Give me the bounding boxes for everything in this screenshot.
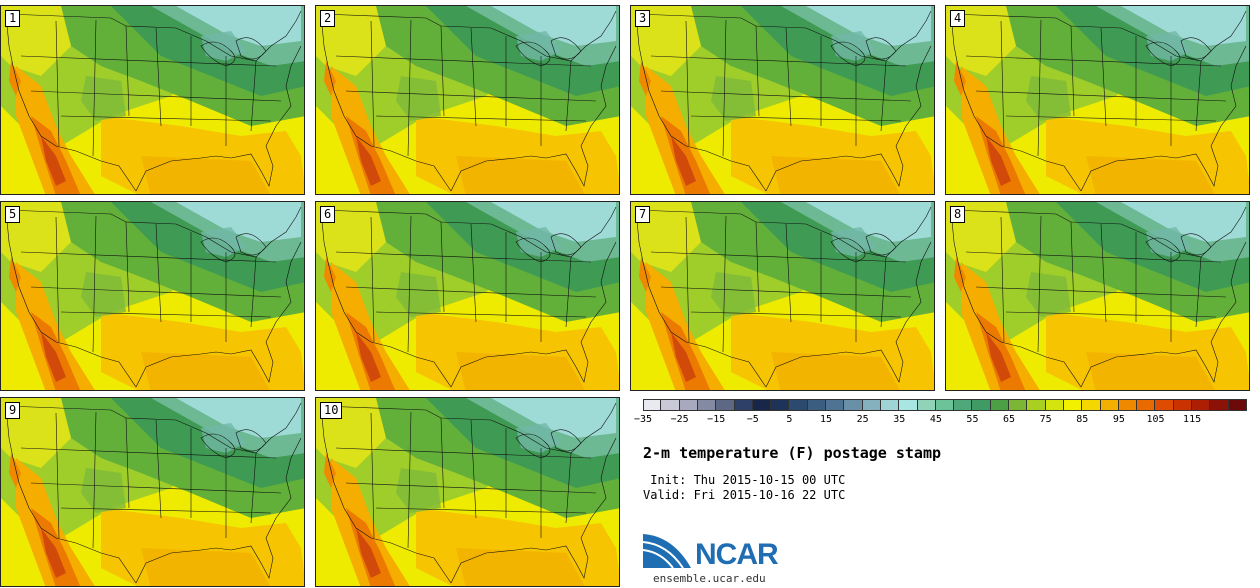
map-panel-7: 7: [630, 201, 935, 391]
colorbar-swatch: [1009, 399, 1028, 411]
temperature-map: [946, 6, 1249, 194]
colorbar-tick-label: 35: [893, 414, 906, 425]
temperature-map: [1, 6, 304, 194]
map-panel-10: 10: [315, 397, 620, 587]
valid-time: Valid: Fri 2015-10-16 22 UTC: [643, 488, 846, 502]
ncar-swoosh-icon: [642, 534, 691, 569]
colorbar-tick-label: 15: [819, 414, 833, 425]
temperature-map: [316, 6, 619, 194]
colorbar-tick-label: 105: [1146, 414, 1165, 425]
colorbar-swatch: [1082, 399, 1101, 411]
colorbar-tick-label: −15: [707, 414, 726, 425]
map-panel-6: 6: [315, 201, 620, 391]
map-panel-1: 1: [0, 5, 305, 195]
panel-number-label: 5: [5, 206, 21, 223]
temperature-map: [1, 202, 304, 390]
colorbar-swatch: [990, 399, 1010, 411]
panel-number-label: 10: [320, 402, 343, 419]
ncar-logo: NCAR ensemble.ucar.edu: [642, 532, 803, 587]
colorbar-tick-label: 85: [1076, 414, 1089, 425]
temperature-map: [631, 6, 934, 194]
colorbar-swatch: [771, 399, 790, 411]
colorbar-swatch: [1210, 399, 1229, 411]
colorbar-tick-label: 115: [1183, 414, 1202, 425]
colorbar-swatch: [789, 399, 808, 411]
colorbar-swatch: [935, 399, 955, 411]
map-panel-2: 2: [315, 5, 620, 195]
panel-number-label: 2: [320, 10, 336, 27]
temperature-map: [1, 398, 304, 586]
map-panel-9: 9: [0, 397, 305, 587]
map-panel-4: 4: [945, 5, 1250, 195]
colorbar-tick-label: 65: [1003, 414, 1016, 425]
colorbar-tick-label: −5: [746, 414, 759, 425]
colorbar-tick-label: 5: [786, 414, 793, 425]
colorbar-swatch: [661, 399, 680, 411]
temperature-map: [946, 202, 1249, 390]
colorbar-tick-label: 95: [1112, 414, 1125, 425]
init-time: Init: Thu 2015-10-15 00 UTC: [643, 473, 846, 487]
colorbar-swatch: [807, 399, 827, 411]
colorbar-swatch: [1063, 399, 1083, 411]
colorbar-swatch: [862, 399, 881, 411]
temperature-map: [631, 202, 934, 390]
panel-number-label: 9: [5, 402, 21, 419]
colorbar-swatch: [826, 399, 845, 411]
map-panel-3: 3: [630, 5, 935, 195]
colorbar-frame: [643, 399, 1247, 411]
colorbar-swatch: [917, 399, 936, 411]
map-panel-5: 5: [0, 201, 305, 391]
colorbar-swatch: [1100, 399, 1119, 411]
colorbar-swatch: [1118, 399, 1138, 411]
colorbar-tick-label: 45: [929, 414, 942, 425]
colorbar-swatch: [1155, 399, 1174, 411]
colorbar-tick-label: 25: [856, 414, 869, 425]
panel-number-label: 1: [5, 10, 21, 27]
colorbar-swatch: [880, 399, 900, 411]
panel-number-label: 4: [950, 10, 966, 27]
colorbar-swatch: [1192, 399, 1211, 411]
colorbar-tick-label: −35: [633, 414, 653, 425]
panel-number-label: 7: [635, 206, 651, 223]
temperature-map: [316, 202, 619, 390]
panel-number-label: 6: [320, 206, 336, 223]
colorbar-swatch: [1027, 399, 1046, 411]
colorbar-swatch: [1045, 399, 1064, 411]
colorbar-swatch: [716, 399, 735, 411]
map-panel-8: 8: [945, 201, 1250, 391]
colorbar-swatch: [844, 399, 863, 411]
ensemble-url: ensemble.ucar.edu: [653, 572, 766, 585]
panel-number-label: 3: [635, 10, 651, 27]
plot-title: 2-m temperature (F) postage stamp: [643, 444, 942, 462]
colorbar-tick-label: 55: [966, 414, 979, 425]
ncar-wordmark: NCAR: [695, 538, 779, 571]
colorbar-swatch: [899, 399, 918, 411]
colorbar-swatch: [697, 399, 717, 411]
colorbar-swatch: [734, 399, 753, 411]
colorbar-swatch: [752, 399, 772, 411]
colorbar-swatch: [1137, 399, 1156, 411]
colorbar-tick-label: 75: [1039, 414, 1052, 425]
panel-number-label: 8: [950, 206, 966, 223]
colorbar-swatch: [643, 399, 662, 411]
colorbar-swatch: [972, 399, 991, 411]
colorbar-swatch: [954, 399, 973, 411]
colorbar-swatch: [1173, 399, 1193, 411]
temperature-map: [316, 398, 619, 586]
colorbar-swatch: [679, 399, 698, 411]
colorbar-tick-label: −25: [670, 414, 689, 425]
